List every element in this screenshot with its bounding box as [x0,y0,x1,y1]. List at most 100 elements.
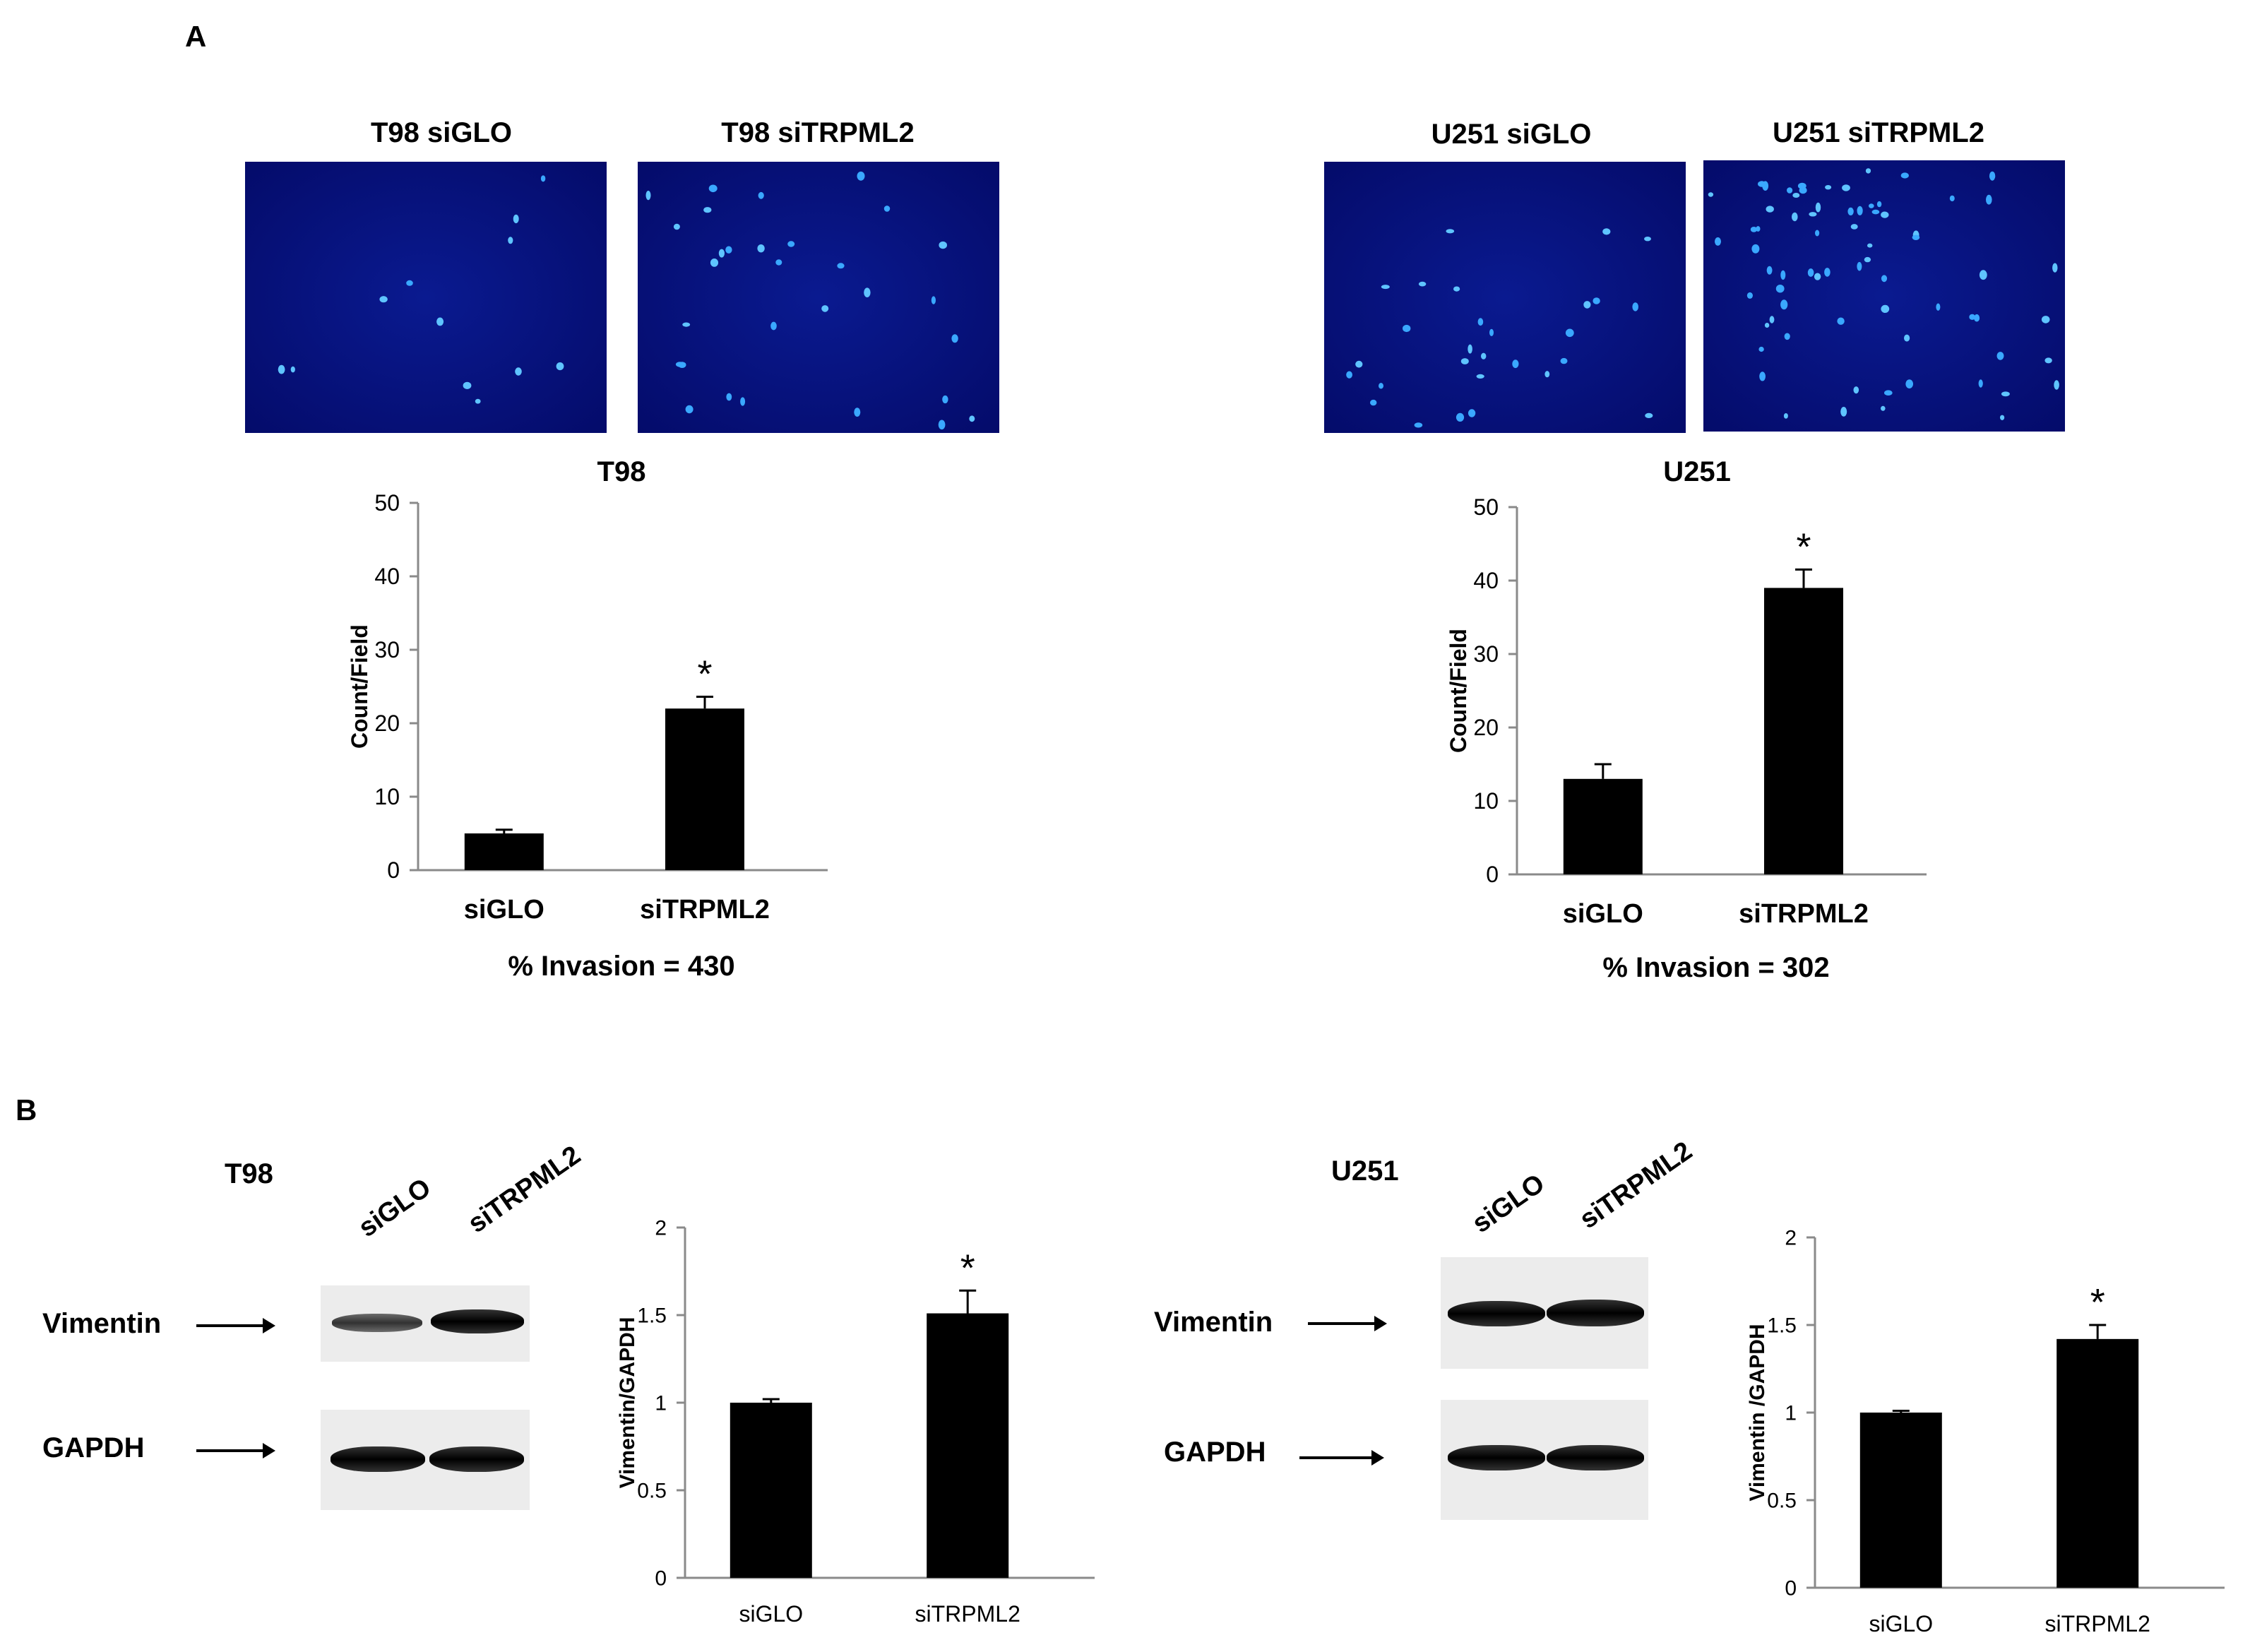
cell-nucleus [864,287,871,297]
cell-nucleus [2044,357,2052,364]
cell-nucleus [1775,285,1785,293]
panel-a-letter: A [185,20,207,53]
cell-nucleus [942,395,948,404]
y-axis-label: Count/Field [347,624,372,749]
cell-nucleus [1864,256,1871,263]
bar-siGLO [1563,778,1643,874]
cell-nucleus [673,223,680,230]
cell-nucleus [1370,399,1377,406]
cell-nucleus [1867,243,1873,248]
vimentin-band-t98-siglo [332,1314,422,1332]
cell-nucleus [1881,275,1888,283]
significance-marker: * [1796,525,1811,568]
cell-nucleus [1715,237,1721,246]
gapdh-label-t98: GAPDH [42,1432,145,1463]
cell-nucleus [951,334,958,343]
cell-nucleus [1645,412,1653,418]
gapdh-label-u251: GAPDH [1164,1437,1266,1468]
cell-nucleus [718,249,725,258]
cell-nucleus [1815,230,1820,237]
vimentin-band-u251-siglo [1448,1301,1545,1326]
y-tick-label: 0 [1486,862,1499,887]
cell-nucleus [1379,383,1383,389]
cell-nucleus [379,296,388,303]
cell-nucleus [1544,371,1550,378]
chart-title-u251: U251 [1663,456,1731,487]
cell-nucleus [2041,316,2050,323]
cell-nucleus [1756,226,1761,232]
cell-nucleus [1780,299,1788,310]
vimentin-blot-u251 [1441,1257,1648,1369]
cell-nucleus [540,175,546,182]
y-tick-label: 1.5 [637,1305,667,1328]
cell-nucleus [1783,413,1788,419]
y-tick-label: 10 [1473,788,1499,814]
y-tick-label: 2 [655,1217,667,1240]
cell-nucleus [1453,286,1460,292]
cell-nucleus [1876,201,1882,208]
y-axis-label: Vimentin /GAPDH [1746,1324,1769,1501]
cell-nucleus [1780,270,1786,280]
cell-nucleus [1842,184,1850,191]
cell-nucleus [1850,224,1858,230]
gapdh-band-u251-sitrpml2 [1547,1445,1644,1470]
cell-nucleus [787,241,795,247]
chart-svg: 0 0.5 1 1.5 2 Vimentin /GAPDH siGLO * siTRPML2 [1746,1227,2225,1636]
cell-nucleus [1456,412,1465,422]
gapdh-blot-u251 [1441,1400,1648,1520]
cell-nucleus [1905,379,1913,388]
y-tick-label: 2 [1785,1227,1797,1250]
cell-nucleus [1989,171,1996,181]
cell-nucleus [513,214,519,224]
cell-nucleus [1468,409,1476,417]
cell-nucleus [703,207,712,213]
y-tick-label: 30 [374,637,400,662]
micrograph-t98-siglo [245,162,607,433]
cell-nucleus [883,206,891,212]
chart-svg: 0 10 20 30 40 50 Count/Field siGLO * siTRPML2 [347,490,828,925]
cell-nucleus [1766,206,1774,213]
cell-nucleus [1468,344,1472,354]
image-title-u251-sitrpml2: U251 siTRPML2 [1772,117,1985,148]
x-category-label: siTRPML2 [2045,1611,2150,1636]
cell-nucleus [1792,212,1798,222]
bar-siGLO [730,1403,812,1578]
cell-nucleus [837,263,845,269]
cell-nucleus [1884,390,1893,396]
y-tick-label: 0 [655,1567,667,1591]
cell-nucleus [1446,229,1455,234]
invasion-t98: % Invasion = 430 [508,951,735,982]
y-tick-label: 40 [374,564,400,589]
gapdh-arrow-t98 [196,1443,275,1458]
lane-label-u251-siglo: siGLO [1467,1168,1550,1240]
significance-marker: * [2090,1281,2105,1324]
bar-siTRPML2 [665,708,744,870]
cell-nucleus [436,317,444,326]
cell-nucleus [1824,268,1831,277]
lane-label-t98-siglo: siGLO [353,1172,436,1244]
cell-nucleus [1865,168,1871,174]
x-category-label: siGLO [1869,1611,1933,1636]
gapdh-band-u251-siglo [1448,1445,1545,1470]
cell-nucleus [1986,194,1992,205]
vimentin-blot-t98 [321,1285,530,1362]
y-axis-label: Count/Field [1446,629,1471,753]
y-tick-label: 1 [1785,1402,1797,1425]
cell-nucleus [969,415,975,422]
cell-nucleus [406,280,413,286]
cell-nucleus [2000,415,2005,420]
gapdh-band-t98-siglo [331,1446,425,1472]
micrograph-u251-sitrpml2 [1703,160,2065,432]
cell-nucleus [1871,209,1880,215]
cell-nucleus [1758,346,1764,352]
cell-nucleus [463,381,472,389]
cell-nucleus [2052,263,2058,273]
cell-nucleus [1857,261,1862,271]
cell-nucleus [1881,405,1886,411]
cell-nucleus [857,171,865,181]
y-tick-label: 20 [374,711,400,736]
cell-nucleus [1751,244,1760,254]
cell-nucleus [1414,422,1423,428]
gapdh-blot-t98 [321,1410,530,1510]
cell-nucleus [2054,380,2059,390]
